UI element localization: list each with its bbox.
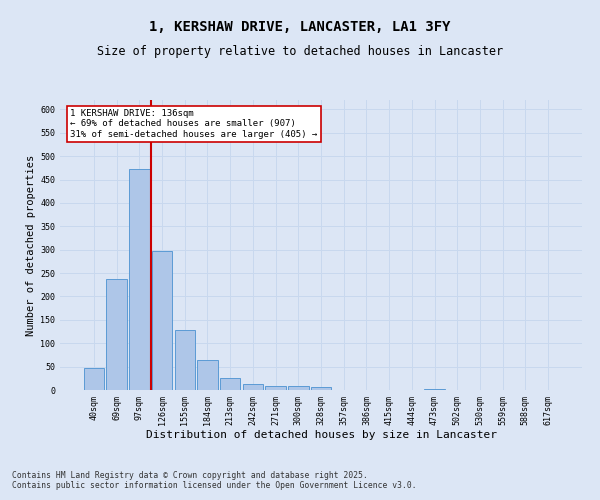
Text: Contains HM Land Registry data © Crown copyright and database right 2025.
Contai: Contains HM Land Registry data © Crown c… (12, 470, 416, 490)
Bar (265, 386, 286, 390)
Text: Size of property relative to detached houses in Lancaster: Size of property relative to detached ho… (97, 45, 503, 58)
X-axis label: Distribution of detached houses by size in Lancaster: Distribution of detached houses by size … (146, 430, 497, 440)
Bar (84, 368, 104, 390)
Bar (242, 384, 263, 390)
Bar (152, 251, 172, 390)
Y-axis label: Number of detached properties: Number of detached properties (26, 154, 36, 336)
Bar (311, 386, 331, 390)
Bar (220, 378, 241, 390)
Bar (424, 388, 445, 390)
Bar (106, 278, 127, 390)
Bar (288, 386, 308, 390)
Bar (129, 169, 149, 390)
Bar (175, 330, 195, 390)
Bar (197, 360, 218, 390)
Text: 1 KERSHAW DRIVE: 136sqm
← 69% of detached houses are smaller (907)
31% of semi-d: 1 KERSHAW DRIVE: 136sqm ← 69% of detache… (70, 108, 317, 138)
Text: 1, KERSHAW DRIVE, LANCASTER, LA1 3FY: 1, KERSHAW DRIVE, LANCASTER, LA1 3FY (149, 20, 451, 34)
